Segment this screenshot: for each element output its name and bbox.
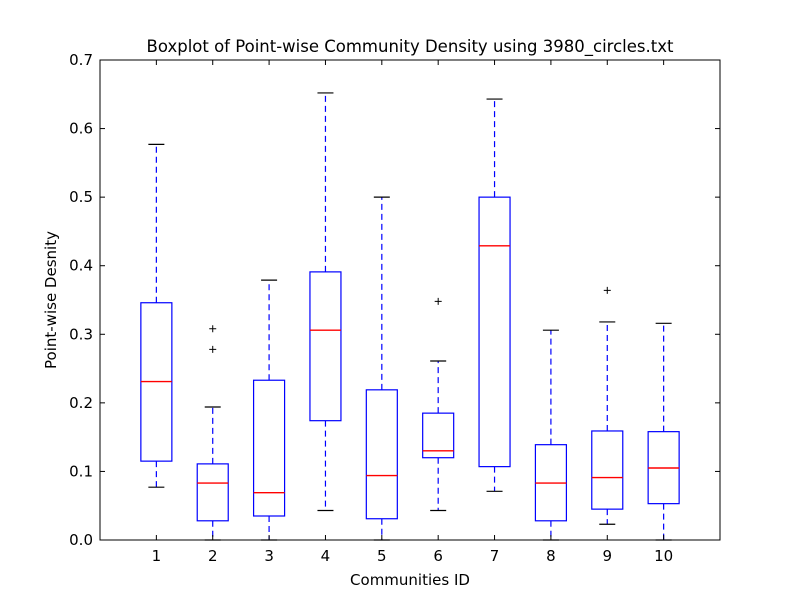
y-tick-label: 0.6 [69,120,93,138]
iqr-box [309,271,342,422]
x-tick-label: 1 [152,547,162,565]
x-tick-label: 10 [654,547,673,565]
y-tick-label: 0.0 [69,531,93,549]
x-axis: 1 2 3 4 5 6 7 8 9 10 [152,60,673,565]
y-tick-label: 0.4 [69,257,93,275]
box-6 [422,297,455,512]
x-axis-label: Communities ID [350,571,470,589]
axes-frame [99,59,721,541]
y-tick-label: 0.1 [69,462,93,480]
x-tick-label: 8 [546,547,556,565]
iqr-box [252,379,286,517]
x-tick-label: 9 [602,547,612,565]
box-4 [309,92,342,512]
outlier-marker [434,297,442,305]
y-axis-label: Point-wise Desnity [42,231,60,369]
iqr-box [196,463,229,522]
plot-area [140,92,680,541]
box-10 [647,322,680,541]
x-tick-label: 6 [433,547,443,565]
x-tick-label: 3 [264,547,274,565]
y-tick-label: 0.7 [69,51,93,69]
box-1 [140,143,173,488]
y-tick-label: 0.2 [69,394,93,412]
iqr-box [422,412,455,459]
iqr-box [591,430,624,510]
box-5 [365,196,398,541]
iqr-box [365,389,398,520]
chart-title: Boxplot of Point-wise Community Density … [147,37,674,57]
box-7 [478,98,511,492]
x-tick-label: 7 [490,547,500,565]
y-tick-label: 0.5 [69,188,93,206]
x-tick-label: 2 [208,547,218,565]
y-tick-label: 0.3 [69,325,93,343]
outlier-marker [603,286,611,294]
iqr-box [478,196,511,468]
x-tick-label: 5 [377,547,387,565]
box-9 [591,286,624,525]
x-tick-label: 4 [321,547,331,565]
outlier-marker [209,325,217,333]
outlier-marker [209,345,217,353]
y-axis: 0.0 0.1 0.2 0.3 0.4 0.5 0.6 0.7 [69,51,720,549]
